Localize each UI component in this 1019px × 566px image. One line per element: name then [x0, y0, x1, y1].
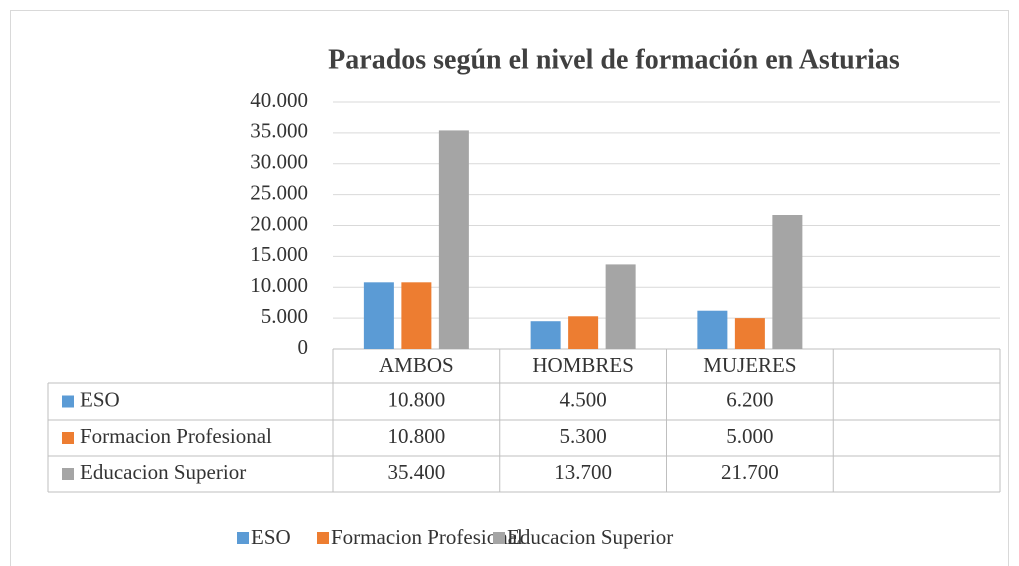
x-tick-label: HOMBRES: [532, 353, 634, 377]
chart-title: Parados según el nivel de formación en A…: [328, 44, 900, 75]
legend-key: [317, 532, 329, 544]
bar: [401, 282, 432, 349]
table-legend-key: [62, 395, 74, 408]
y-tick-label: 15.000: [250, 242, 308, 266]
bar: [772, 215, 803, 349]
bar: [605, 264, 636, 349]
table-legend-key: [62, 432, 74, 444]
bar: [438, 130, 469, 349]
legend-key: [237, 532, 249, 544]
table-legend-key: [62, 468, 74, 480]
table-value: 4.500: [560, 387, 607, 411]
table-value: 35.400: [388, 460, 446, 484]
table-series-name: Formacion Profesional: [80, 424, 272, 448]
y-tick-label: 10.000: [250, 273, 308, 297]
bar: [363, 282, 394, 349]
table-value: 10.800: [388, 387, 446, 411]
y-tick-label: 30.000: [250, 150, 308, 174]
x-tick-label: MUJERES: [703, 353, 796, 377]
y-tick-label: 20.000: [250, 211, 308, 235]
table-value: 6.200: [726, 387, 773, 411]
table-series-name: ESO: [80, 387, 120, 411]
y-tick-label: 0: [298, 335, 309, 359]
legend-label: Formacion Profesional: [331, 525, 523, 549]
table-value: 5.300: [560, 424, 607, 448]
y-tick-label: 40.000: [250, 88, 308, 112]
bar: [734, 318, 765, 349]
legend-label: Educacion Superior: [507, 525, 673, 549]
y-tick-label: 5.000: [261, 304, 308, 328]
chart-border: [10, 10, 1009, 566]
legend-key: [493, 532, 505, 544]
table-series-name: Educacion Superior: [80, 460, 246, 484]
bar: [530, 321, 561, 349]
table-value: 13.700: [554, 460, 612, 484]
y-tick-label: 25.000: [250, 180, 308, 204]
legend-label: ESO: [251, 525, 291, 549]
table-value: 21.700: [721, 460, 779, 484]
table-value: 10.800: [388, 424, 446, 448]
bar: [568, 316, 599, 349]
table-value: 5.000: [726, 424, 773, 448]
y-tick-label: 35.000: [250, 119, 308, 143]
bar: [697, 310, 728, 349]
x-tick-label: AMBOS: [379, 353, 454, 377]
